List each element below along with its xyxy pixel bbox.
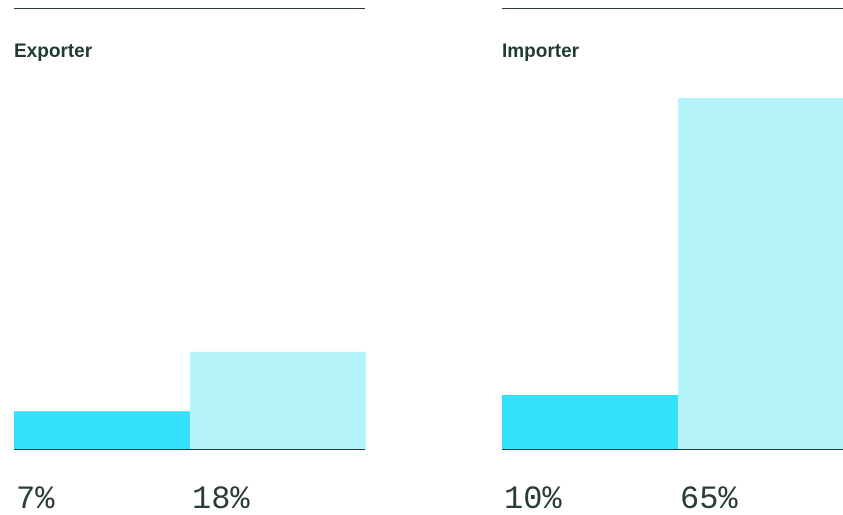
bar	[678, 98, 843, 449]
value-label: 7%	[16, 481, 55, 515]
bar	[14, 411, 190, 449]
chart-title: Exporter	[14, 41, 93, 62]
value-label: 18%	[192, 481, 250, 515]
value-label: 65%	[680, 481, 738, 515]
bar	[190, 351, 366, 449]
chart-title: Importer	[502, 41, 580, 62]
value-label: 10%	[504, 481, 562, 515]
bar	[502, 395, 678, 449]
